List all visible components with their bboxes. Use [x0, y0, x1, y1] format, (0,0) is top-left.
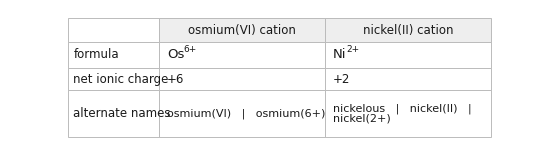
Text: 2+: 2+ — [347, 45, 360, 54]
Text: +2: +2 — [333, 73, 350, 86]
Text: alternate names: alternate names — [73, 107, 171, 120]
Text: Os: Os — [167, 49, 184, 61]
Bar — [68, 90, 159, 137]
Bar — [325, 90, 491, 137]
Text: nickelous   |   nickel(II)   |: nickelous | nickel(II) | — [333, 104, 471, 114]
Bar — [325, 18, 491, 42]
Text: formula: formula — [73, 49, 119, 61]
Bar — [159, 18, 325, 42]
Bar — [159, 90, 325, 137]
Bar — [68, 18, 159, 42]
Text: nickel(II) cation: nickel(II) cation — [363, 24, 454, 36]
Bar — [68, 68, 159, 90]
Text: osmium(VI) cation: osmium(VI) cation — [188, 24, 296, 36]
Text: 6+: 6+ — [183, 45, 196, 54]
Text: osmium(VI)   |   osmium(6+): osmium(VI) | osmium(6+) — [167, 108, 325, 119]
Text: net ionic charge: net ionic charge — [73, 73, 169, 86]
Text: +6: +6 — [167, 73, 184, 86]
Bar — [325, 42, 491, 68]
Text: nickel(2+): nickel(2+) — [333, 113, 390, 123]
Bar — [159, 42, 325, 68]
Text: Ni: Ni — [333, 49, 346, 61]
Bar — [325, 68, 491, 90]
Bar — [68, 42, 159, 68]
Bar — [159, 68, 325, 90]
